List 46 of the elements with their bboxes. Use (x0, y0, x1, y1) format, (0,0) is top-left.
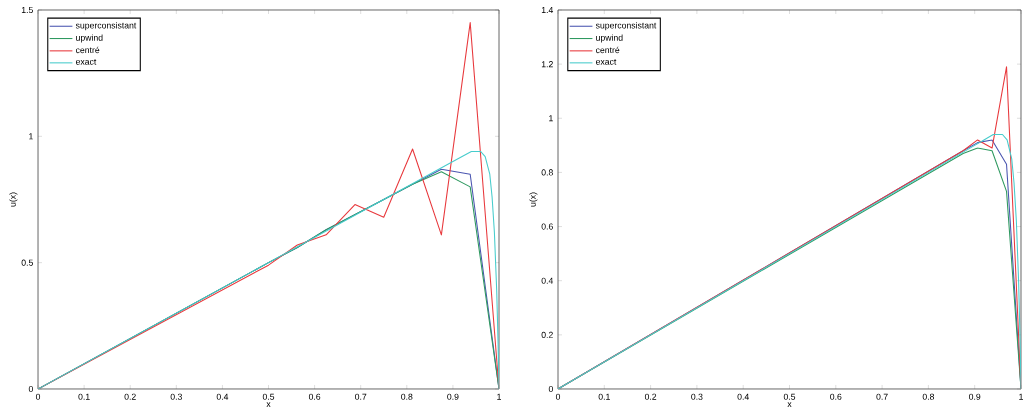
x-axis-title: x (787, 402, 792, 407)
x-tick-label: 0.6 (830, 393, 842, 400)
y-axis-title: u(x) (529, 192, 538, 207)
y-axis-title: u(x) (9, 192, 18, 207)
legend-label: superconsistant (595, 22, 657, 31)
y-tick-label: 1.5 (21, 6, 33, 14)
x-tick-label: 0.7 (876, 393, 888, 400)
x-tick-label: 0 (35, 393, 41, 400)
y-tick-label: 1.2 (541, 61, 553, 68)
y-tick-label: 0 (548, 385, 553, 393)
legend-label: exact (596, 59, 617, 65)
x-tick-label: 0.7 (355, 393, 367, 400)
legend-label: superconsistant (75, 22, 137, 31)
legend-label: centré (596, 46, 620, 54)
y-tick-label: 0.2 (541, 331, 553, 338)
x-tick-label: 0.6 (308, 393, 321, 400)
y-tick-label: 1.4 (541, 7, 554, 13)
x-tick-label: 0 (555, 393, 561, 400)
x-axis-title: x (266, 402, 271, 407)
x-tick-label: 1 (1019, 393, 1023, 400)
legend-label: centré (75, 46, 100, 54)
y-tick-label: 0 (28, 385, 33, 393)
x-tick-label: 0.9 (447, 393, 459, 400)
x-tick-label: 0.2 (644, 393, 657, 400)
x-tick-label: 0.8 (401, 393, 413, 400)
x-tick-label: 0.1 (78, 393, 90, 400)
y-tick-label: 0.4 (541, 277, 554, 284)
x-tick-label: 0.4 (737, 393, 749, 400)
y-tick-label: 1 (549, 115, 553, 122)
x-tick-label: 0.5 (262, 393, 275, 400)
legend-label: exact (75, 59, 97, 65)
x-tick-label: 0.2 (124, 393, 136, 400)
x-tick-label: 0.4 (216, 393, 229, 400)
y-tick-label: 0.8 (541, 169, 553, 176)
legend-label: upwind (596, 34, 623, 43)
x-tick-label: 0.3 (170, 393, 182, 400)
x-tick-label: 1 (497, 393, 501, 400)
x-tick-label: 0.8 (922, 393, 935, 400)
x-tick-label: 0.5 (783, 393, 796, 400)
y-tick-label: 0.5 (21, 259, 33, 266)
x-tick-label: 0.9 (969, 393, 981, 400)
y-tick-label: 0.6 (541, 223, 553, 230)
legend-label: upwind (76, 34, 103, 43)
x-tick-label: 0.3 (691, 393, 703, 400)
x-tick-label: 0.1 (598, 393, 610, 400)
y-tick-label: 1 (29, 133, 33, 140)
